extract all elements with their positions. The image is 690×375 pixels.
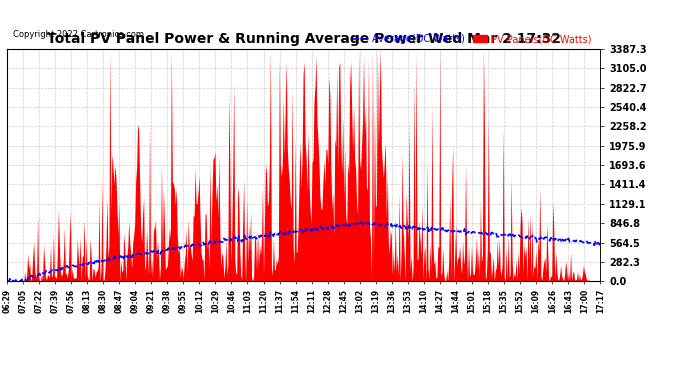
Legend: Average(DC Watts), PV Panels(DC Watts): Average(DC Watts), PV Panels(DC Watts) — [350, 30, 595, 48]
Text: Copyright 2022 Cartronics.com: Copyright 2022 Cartronics.com — [13, 30, 144, 39]
Title: Total PV Panel Power & Running Average Power Wed Mar 2 17:32: Total PV Panel Power & Running Average P… — [47, 32, 560, 46]
